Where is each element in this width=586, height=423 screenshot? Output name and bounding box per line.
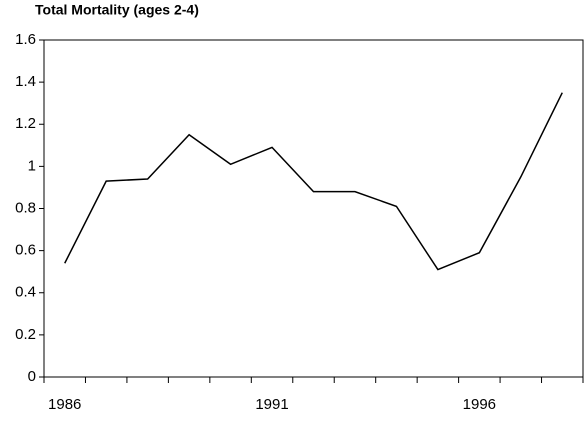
y-tick-label: 1.6	[15, 31, 36, 48]
y-tick-label: 0	[28, 368, 36, 385]
y-tick-label: 0.6	[15, 242, 36, 259]
y-tick-label: 0.4	[15, 284, 36, 301]
y-tick-label: 0.8	[15, 199, 36, 216]
line-series	[64, 92, 563, 271]
plot-frame	[43, 39, 584, 378]
chart-title: Total Mortality (ages 2-4)	[35, 2, 199, 18]
y-tick-label: 0.2	[15, 326, 36, 343]
x-tick-label: 1986	[48, 396, 81, 413]
x-tick-label: 1991	[255, 396, 288, 413]
y-tick-label: 1.4	[15, 73, 36, 90]
y-tick-label: 1	[28, 157, 36, 174]
y-tick-label: 1.2	[15, 115, 36, 132]
x-tick-label: 1996	[463, 396, 496, 413]
